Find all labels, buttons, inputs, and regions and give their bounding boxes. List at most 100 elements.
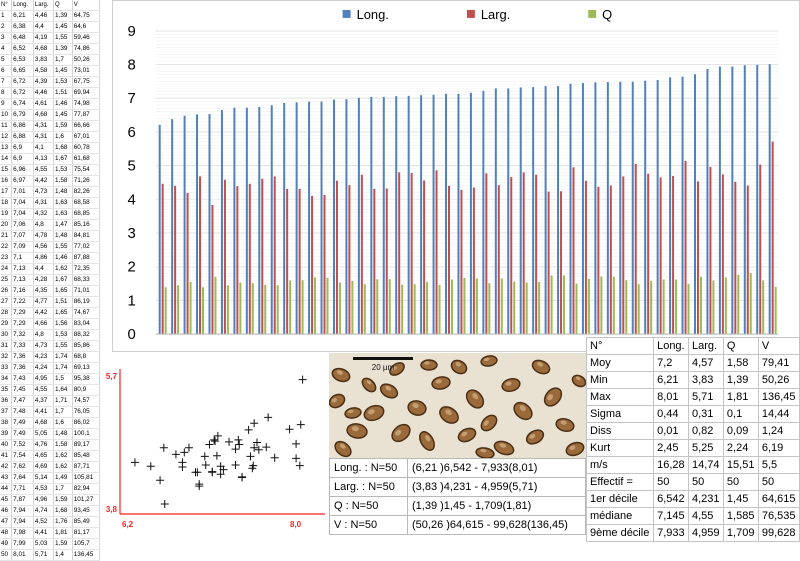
cell-q: 1,65	[53, 307, 73, 319]
bar	[420, 95, 423, 335]
cell-larg: 4,56	[33, 241, 55, 253]
stats-row-label: m/s	[585, 456, 655, 474]
cell-q: 1,7	[53, 483, 73, 495]
spore-highlight	[385, 385, 392, 391]
stats-cell-q: 2,24	[722, 439, 759, 457]
cell-v: 82,26	[72, 186, 101, 198]
stats-row-label: Kurt	[585, 439, 655, 457]
cell-number: 31	[0, 340, 13, 352]
spore-highlight	[336, 370, 343, 375]
cell-number: 1	[0, 10, 13, 22]
bar	[560, 191, 563, 335]
cell-larg: 4,42	[33, 307, 55, 319]
cell-larg: 4,31	[33, 120, 55, 132]
table-row: 8 6,72 4,46 1,51 69,94	[0, 87, 101, 99]
legend-swatch	[466, 9, 475, 18]
cell-number: 11	[0, 120, 13, 132]
bar	[721, 174, 724, 335]
bar	[609, 185, 612, 335]
bar	[718, 66, 721, 335]
cell-long: 6,72	[11, 76, 34, 88]
table-row: 9ème décile 7,933 4,959 1,709 99,628	[585, 524, 800, 542]
cell-number: 32	[0, 351, 13, 363]
spore-highlight	[339, 443, 346, 449]
table-row: 24 7,13 4,4 1,62 72,35	[0, 263, 101, 275]
bar	[445, 93, 448, 335]
bar	[619, 81, 622, 335]
cell-number: 23	[0, 252, 13, 264]
spore-highlight	[425, 435, 431, 442]
cell-larg: 4,78	[33, 230, 55, 242]
bar	[681, 76, 684, 335]
table-row: 3 6,48 4,19 1,55 59,46	[0, 32, 101, 44]
cell-number: 26	[0, 285, 13, 297]
bar	[696, 181, 699, 335]
table-row: 36 7,47 4,37 1,71 74,57	[0, 395, 101, 407]
cell-long: 7,04	[11, 197, 34, 209]
table-row: m/s 16,28 14,74 15,51 5,5	[585, 456, 800, 474]
cell-q: 1,55	[53, 241, 73, 253]
cell-v: 74,98	[72, 98, 101, 110]
scatter-point	[130, 458, 139, 467]
spore-highlight	[347, 409, 354, 414]
cell-q: 1,58	[53, 175, 73, 187]
cell-long: 7,04	[11, 208, 34, 220]
bar	[675, 279, 678, 335]
cell-larg: 4,35	[33, 285, 55, 297]
scale-bar	[353, 357, 413, 360]
cell-larg: 4,19	[33, 32, 55, 44]
scatter-point	[159, 443, 168, 452]
bar	[223, 179, 226, 335]
cell-larg: 4,37	[33, 395, 55, 407]
bar	[301, 280, 304, 335]
table-row: 28 7,29 4,42 1,65 74,67	[0, 307, 101, 319]
stats-cell-long: 16,28	[653, 456, 689, 474]
scatter-point	[156, 476, 165, 485]
cell-q: 1,46	[53, 252, 73, 264]
cell-larg: 4,39	[33, 76, 55, 88]
scatter-point	[211, 437, 220, 446]
table-row: 34 7,43 4,95 1,5 95,38	[0, 373, 101, 385]
table-row: 48 7,98 4,41 1,81 81,17	[0, 527, 101, 539]
spore-highlight	[483, 420, 489, 426]
column-header-v: V	[72, 0, 101, 11]
table-row: 5 6,53 3,83 1,7 50,26	[0, 54, 101, 66]
stats-header-q: Q	[722, 337, 759, 355]
stats-row-label: 1er décile	[585, 490, 655, 508]
table-row: 23 7,1 4,86 1,46 87,88	[0, 252, 101, 264]
bar-series	[164, 273, 777, 335]
table-row: 38 7,49 4,68 1,6 86,02	[0, 417, 101, 429]
spore	[431, 376, 451, 390]
bar	[612, 276, 615, 335]
cell-long: 6,74	[11, 98, 34, 110]
bar	[360, 174, 363, 335]
bar	[575, 283, 578, 335]
stats-cell-long: 0,01	[653, 422, 689, 440]
range-value: (50,26 )64,615 - 99,628(136,45)	[407, 515, 586, 535]
bar	[746, 185, 749, 335]
cell-number: 35	[0, 384, 13, 396]
cell-number: 46	[0, 505, 13, 517]
bar	[712, 280, 715, 335]
bar	[538, 281, 541, 335]
column-header-q: Q	[53, 0, 73, 11]
scatter-point	[178, 458, 187, 467]
spore-highlight	[483, 357, 490, 362]
bar	[161, 183, 164, 335]
cell-long: 6,72	[11, 87, 34, 99]
stats-cell-v: 5,5	[757, 456, 800, 474]
cell-long: 6,21	[11, 10, 34, 22]
measurements-body: 1 6,21 4,46 1,39 64,75 2 6,38 4,4 1,45 64,6 3 6,48 4…	[0, 10, 101, 561]
cell-larg: 4,42	[33, 175, 55, 187]
bar	[295, 102, 298, 335]
scatter-point	[146, 462, 155, 471]
cell-larg: 4,8	[33, 219, 55, 231]
bar	[737, 274, 740, 335]
cell-long: 7,47	[11, 395, 34, 407]
cell-number: 4	[0, 43, 13, 55]
table-row: 13 6,9 4,1 1,68 60,78	[0, 142, 101, 154]
cell-long: 7,94	[11, 516, 34, 528]
cell-larg: 4,74	[33, 505, 55, 517]
cell-long: 7,45	[11, 384, 34, 396]
